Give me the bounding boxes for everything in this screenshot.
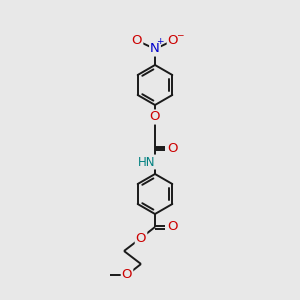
- Text: O: O: [168, 142, 178, 154]
- Text: −: −: [176, 31, 184, 40]
- Text: O: O: [150, 110, 160, 124]
- Text: HN: HN: [138, 155, 156, 169]
- Text: O: O: [132, 34, 142, 46]
- Text: O: O: [122, 268, 132, 281]
- Text: +: +: [156, 38, 164, 46]
- Text: N: N: [150, 43, 160, 56]
- Text: O: O: [168, 34, 178, 46]
- Text: O: O: [168, 220, 178, 233]
- Text: O: O: [136, 232, 146, 244]
